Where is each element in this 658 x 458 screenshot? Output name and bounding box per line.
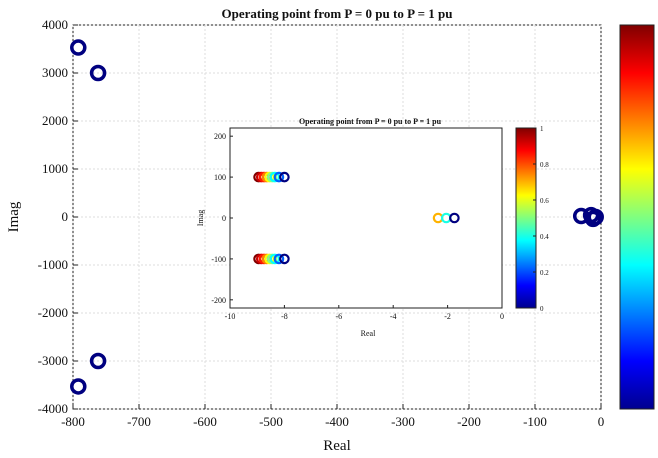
main-colorbar	[619, 24, 655, 410]
y-tick-label: -4000	[38, 401, 68, 416]
x-tick-label: -300	[391, 414, 415, 429]
y-tick-label: -2000	[38, 305, 68, 320]
inset-colorbar-tick-label: 0.4	[540, 233, 549, 241]
inset-x-axis-label: Real	[361, 329, 376, 338]
inset-data-point	[269, 171, 281, 183]
inset-y-tick-label: -100	[211, 255, 226, 264]
x-tick-label: -700	[127, 414, 151, 429]
inset-colorbar	[515, 127, 537, 309]
y-tick-label: 3000	[42, 65, 68, 80]
inset-data-point	[279, 171, 290, 183]
inset-x-tick-label: -2	[444, 312, 451, 321]
main-ticks: -800 -700 -600 -500 -400 -300 -200 -100 04000300…	[38, 17, 605, 429]
y-tick-label: -1000	[38, 257, 68, 272]
y-tick-label: 0	[62, 209, 69, 224]
inset-y-tick-label: 200	[214, 132, 226, 141]
data-point	[70, 378, 87, 395]
x-tick-label: -100	[523, 414, 547, 429]
inset-x-tick-label: -10	[225, 312, 236, 321]
inset-title: Operating point from P = 0 pu to P = 1 p…	[299, 117, 442, 126]
main-y-axis-label: Imag	[6, 201, 22, 232]
y-tick-label: 1000	[42, 161, 68, 176]
main-title: Operating point from P = 0 pu to P = 1 p…	[222, 6, 453, 21]
inset-y-tick-label: -200	[211, 296, 226, 305]
y-tick-label: -3000	[38, 353, 68, 368]
inset-x-tick-label: -8	[281, 312, 288, 321]
x-tick-label: -600	[193, 414, 217, 429]
inset-x-tick-label: 0	[500, 312, 504, 321]
inset-plot-area	[229, 127, 503, 309]
y-tick-label: 4000	[42, 17, 68, 32]
data-point	[89, 64, 107, 82]
inset-x-tick-label: -6	[335, 312, 342, 321]
inset-points	[253, 171, 460, 265]
inset-colorbar-tick-label: 0.8	[540, 161, 549, 169]
inset-colorbar-tick-label: 1	[540, 125, 544, 133]
x-tick-label: -400	[325, 414, 349, 429]
inset-data-point	[449, 212, 460, 224]
inset-colorbar-tick-label: 0.2	[540, 269, 549, 277]
inset-data-point	[279, 253, 290, 265]
x-tick-label: -800	[61, 414, 85, 429]
inset-y-tick-label: 0	[222, 214, 226, 223]
data-point	[587, 208, 604, 226]
inset-colorbar-tick-label: 0.6	[540, 197, 549, 205]
inset-colorbar-ticks: 1 0.8 0.6 0.4 0.2 0	[533, 125, 549, 313]
inset-ticks: -10 -8 -6 -4 -2 0 200 100 0 -100 -200	[211, 132, 504, 321]
x-tick-label: -200	[457, 414, 481, 429]
inset-y-axis-label: Imag	[196, 210, 205, 226]
data-point	[70, 39, 87, 56]
y-tick-label: 2000	[42, 113, 68, 128]
inset-data-point	[273, 171, 285, 183]
x-tick-label: 0	[598, 414, 605, 429]
inset-x-tick-label: -4	[390, 312, 397, 321]
inset-colorbar-tick-label: 0	[540, 305, 544, 313]
x-tick-label: -500	[259, 414, 283, 429]
main-x-axis-label: Real	[323, 438, 351, 454]
inset-y-tick-label: 100	[214, 173, 226, 182]
inset-data-point	[269, 253, 281, 265]
inset-data-point	[273, 253, 285, 265]
main-points	[70, 39, 604, 395]
data-point	[89, 352, 107, 370]
